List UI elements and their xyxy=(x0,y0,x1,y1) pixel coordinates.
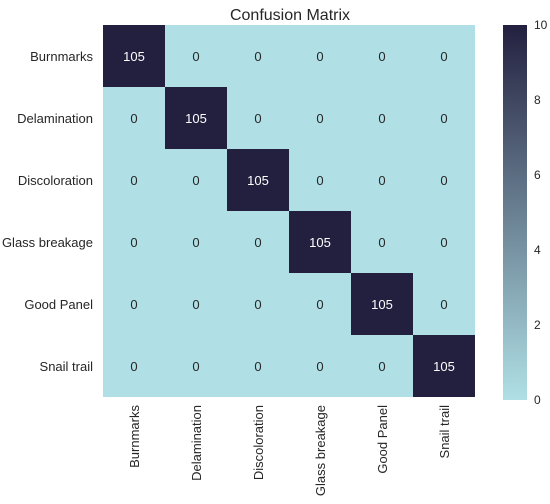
heatmap-cell xyxy=(165,149,227,211)
cell-value-label: 0 xyxy=(440,173,447,188)
heatmap-cell xyxy=(103,25,165,87)
heatmap-cell xyxy=(289,273,351,335)
cell-value-label: 0 xyxy=(254,359,261,374)
cell-value-label: 0 xyxy=(440,297,447,312)
heatmap-cell xyxy=(227,273,289,335)
cell-value-label: 0 xyxy=(192,173,199,188)
heatmap-cell xyxy=(351,211,413,273)
cell-value-label: 0 xyxy=(130,297,137,312)
column-tick-label: Glass breakage xyxy=(313,405,328,496)
colorbar-gradient xyxy=(503,25,527,400)
heatmap-cell xyxy=(103,273,165,335)
heatmap-cell xyxy=(351,273,413,335)
cell-value-label: 0 xyxy=(130,359,137,374)
cell-value-label: 0 xyxy=(316,173,323,188)
row-labels: Burnmarks Delamination Discoloration Glass … xyxy=(2,49,94,374)
colorbar-tick-label: 10 xyxy=(534,18,548,32)
heatmap-cell xyxy=(227,87,289,149)
heatmap-cell xyxy=(289,25,351,87)
heatmap-cell xyxy=(289,211,351,273)
heatmap-cell xyxy=(103,335,165,397)
cell-value-label: 0 xyxy=(378,49,385,64)
heatmap-cell xyxy=(165,273,227,335)
cell-value-label: 105 xyxy=(247,173,269,188)
row-tick-label: Glass breakage xyxy=(2,235,93,250)
colorbar-tick-label: 2 xyxy=(534,318,541,332)
cell-value-label: 105 xyxy=(309,235,331,250)
heatmap-cells: 105 0 0 0 0 0 0 105 0 0 0 0 0 0 105 0 0 0 0 0 0 105 0 0 0 0 0 0 105 0… xyxy=(103,25,475,397)
heatmap-cell xyxy=(165,87,227,149)
cell-value-label: 0 xyxy=(316,359,323,374)
colorbar-tick-label: 8 xyxy=(534,93,541,107)
cell-value-label: 0 xyxy=(316,49,323,64)
heatmap-cell xyxy=(351,335,413,397)
cell-value-label: 105 xyxy=(371,297,393,312)
column-tick-label: Burnmarks xyxy=(127,405,142,468)
heatmap-cell xyxy=(413,25,475,87)
heatmap-cell xyxy=(227,25,289,87)
row-tick-label: Delamination xyxy=(17,111,93,126)
cell-value-label: 105 xyxy=(433,359,455,374)
cell-value-label: 0 xyxy=(192,359,199,374)
heatmap-cell xyxy=(289,87,351,149)
heatmap-cell xyxy=(227,211,289,273)
cell-value-label: 0 xyxy=(440,235,447,250)
cell-value-label: 105 xyxy=(123,49,145,64)
row-tick-label: Good Panel xyxy=(24,297,93,312)
heatmap-cell xyxy=(413,211,475,273)
chart-title: Confusion Matrix xyxy=(230,7,350,24)
cell-value-label: 0 xyxy=(440,111,447,126)
heatmap-cell xyxy=(413,149,475,211)
cell-value-label: 0 xyxy=(316,111,323,126)
heatmap-cell xyxy=(351,149,413,211)
heatmap-cell xyxy=(289,149,351,211)
colorbar: 0 2 4 6 8 10 xyxy=(503,18,548,407)
cell-value-label: 0 xyxy=(316,297,323,312)
heatmap-cell xyxy=(289,335,351,397)
cell-value-label: 0 xyxy=(192,297,199,312)
cell-value-label: 0 xyxy=(440,49,447,64)
heatmap-cell xyxy=(351,87,413,149)
column-labels: Burnmarks Delamination Discoloration Glass … xyxy=(127,405,452,497)
heatmap-cell xyxy=(413,273,475,335)
heatmap-cell xyxy=(165,211,227,273)
heatmap-cell xyxy=(103,149,165,211)
column-tick-label: Good Panel xyxy=(375,405,390,474)
cell-value-label: 0 xyxy=(254,49,261,64)
cell-value-label: 0 xyxy=(130,173,137,188)
row-tick-label: Burnmarks xyxy=(30,49,93,64)
column-tick-label: Delamination xyxy=(189,405,204,481)
colorbar-tick-label: 6 xyxy=(534,168,541,182)
heatmap-cell xyxy=(227,149,289,211)
cell-value-label: 0 xyxy=(378,111,385,126)
cell-value-label: 0 xyxy=(254,235,261,250)
cell-value-label: 0 xyxy=(130,235,137,250)
column-tick-label: Snail trail xyxy=(437,405,452,459)
colorbar-tick-label: 4 xyxy=(534,243,541,257)
cell-value-label: 0 xyxy=(378,359,385,374)
heatmap-cell xyxy=(103,87,165,149)
row-tick-label: Discoloration xyxy=(18,173,93,188)
cell-value-label: 0 xyxy=(130,111,137,126)
cell-value-label: 0 xyxy=(192,49,199,64)
cell-value-label: 0 xyxy=(378,173,385,188)
cell-value-label: 0 xyxy=(254,111,261,126)
heatmap-cell xyxy=(227,335,289,397)
heatmap-cell xyxy=(413,335,475,397)
column-tick-label: Discoloration xyxy=(251,405,266,480)
row-tick-label: Snail trail xyxy=(40,359,94,374)
cell-value-label: 0 xyxy=(378,235,385,250)
heatmap-cell xyxy=(103,211,165,273)
heatmap-cell xyxy=(413,87,475,149)
heatmap-cell xyxy=(165,335,227,397)
cell-value-label: 0 xyxy=(192,235,199,250)
heatmap-cell xyxy=(351,25,413,87)
cell-value-label: 0 xyxy=(254,297,261,312)
cell-value-label: 105 xyxy=(185,111,207,126)
colorbar-tick-label: 0 xyxy=(534,393,541,407)
heatmap-cell xyxy=(165,25,227,87)
